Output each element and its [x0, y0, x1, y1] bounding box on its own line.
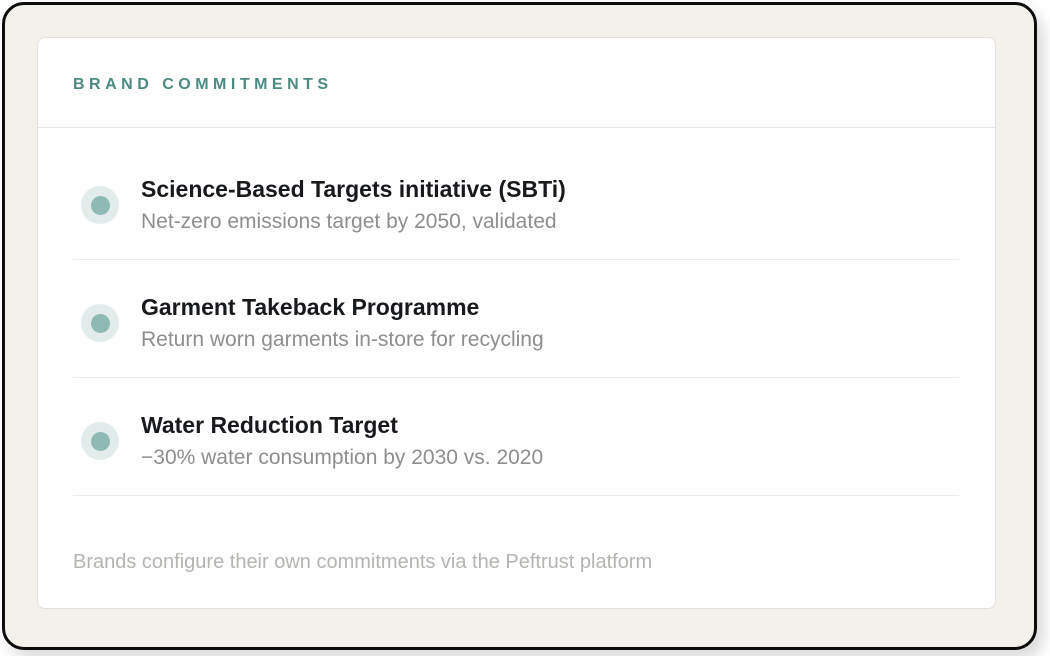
commitment-description: −30% water consumption by 2030 vs. 2020 — [141, 446, 544, 469]
commitment-description: Return worn garments in-store for recycl… — [141, 328, 544, 351]
item-divider — [73, 259, 959, 260]
commitment-texts: Garment Takeback Programme Return worn g… — [141, 291, 544, 355]
card-title: BRAND COMMITMENTS — [73, 76, 333, 93]
commitment-texts: Water Reduction Target −30% water consum… — [141, 409, 543, 473]
commitment-texts: Science-Based Targets initiative (SBTi) … — [141, 173, 566, 237]
device-frame: BRAND COMMITMENTS Science-Based Targets … — [2, 2, 1037, 650]
card-header: BRAND COMMITMENTS — [38, 38, 995, 94]
commitment-title: Science-Based Targets initiative (SBTi) — [141, 176, 566, 202]
header-divider — [38, 127, 995, 128]
commitment-title: Garment Takeback Programme — [141, 294, 480, 320]
commitment-item-sbti: Science-Based Targets initiative (SBTi) … — [73, 142, 959, 259]
brand-commitments-card: BRAND COMMITMENTS Science-Based Targets … — [37, 37, 996, 609]
card-footer-note: Brands configure their own commitments v… — [73, 551, 653, 573]
dot-inner-circle — [90, 313, 110, 333]
commitment-item-water: Water Reduction Target −30% water consum… — [73, 378, 959, 495]
teal-dot-icon — [81, 186, 119, 224]
commitment-item-takeback: Garment Takeback Programme Return worn g… — [73, 260, 959, 377]
item-divider — [73, 377, 959, 378]
dot-inner-circle — [90, 431, 110, 451]
teal-dot-icon — [81, 422, 119, 460]
item-divider — [73, 495, 959, 496]
commitment-title: Water Reduction Target — [141, 412, 398, 438]
dot-inner-circle — [90, 195, 110, 215]
commitments-list: Science-Based Targets initiative (SBTi) … — [38, 136, 995, 496]
teal-dot-icon — [81, 304, 119, 342]
commitment-description: Net-zero emissions target by 2050, valid… — [141, 210, 557, 233]
